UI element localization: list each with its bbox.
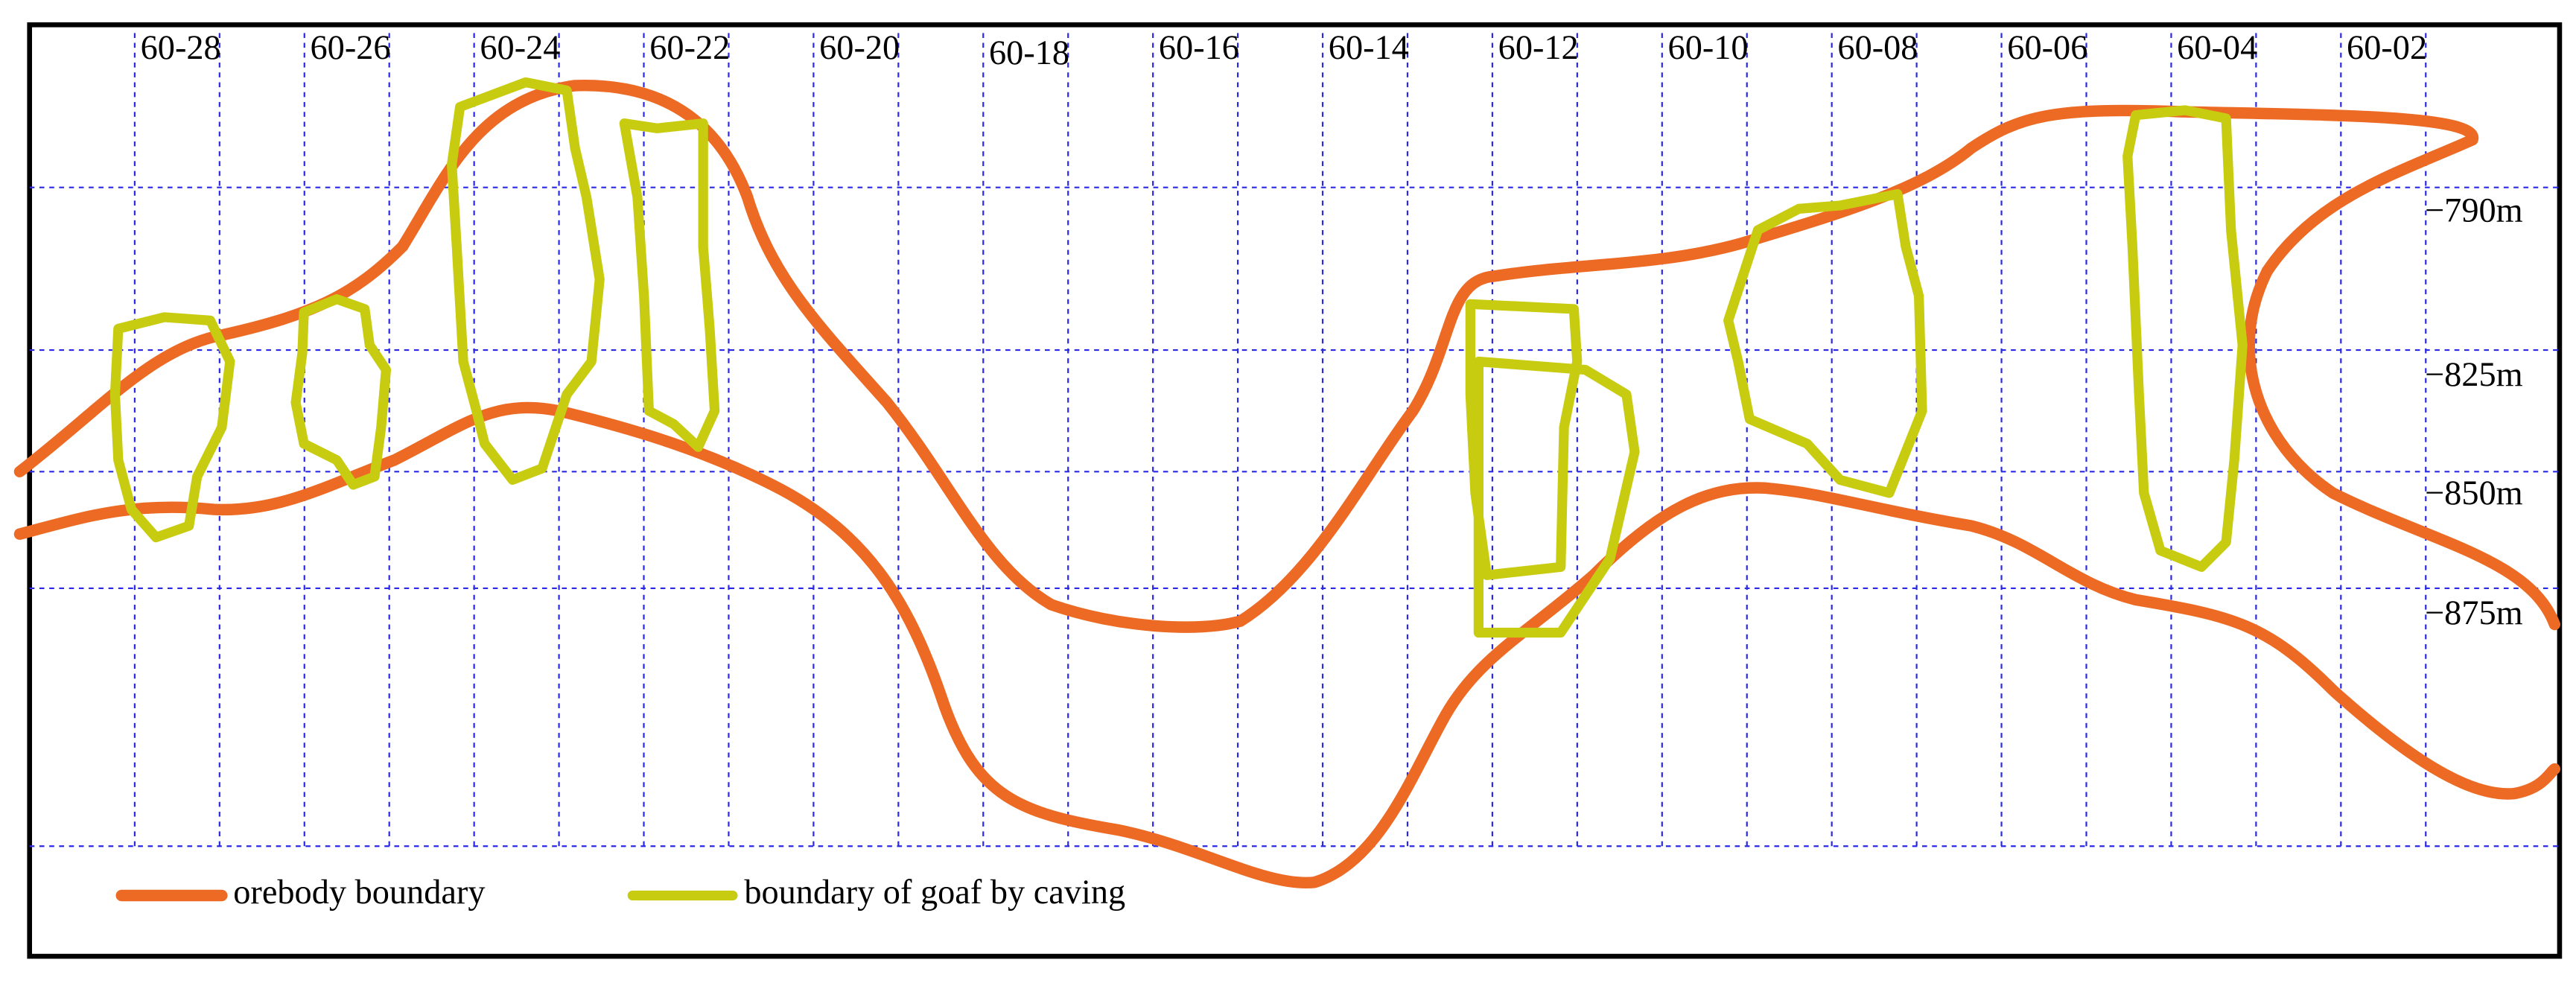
orebody-upper (13, 80, 2561, 633)
column-label: 60-26 (311, 29, 391, 67)
legend: orebody boundary boundary of goaf by cav… (115, 874, 1125, 912)
column-label: 60-24 (480, 29, 560, 67)
column-label: 60-18 (989, 34, 1069, 72)
column-label: 60-10 (1668, 29, 1749, 67)
column-label: 60-20 (819, 29, 900, 67)
level-label: −850m (2425, 474, 2523, 512)
frame (27, 22, 2563, 959)
column-label: 60-08 (1837, 29, 1918, 67)
level-label: −825m (2425, 356, 2523, 394)
goaf-outline (1723, 188, 1927, 498)
column-label: 60-06 (2007, 29, 2087, 67)
level-label: −790m (2425, 192, 2523, 230)
column-label: 60-02 (2347, 29, 2427, 67)
level-label: −875m (2425, 594, 2523, 632)
goaf-outline (1473, 356, 1640, 638)
goaf-outline (1465, 299, 1583, 580)
column-label: 60-16 (1159, 29, 1239, 67)
labels: 60-28 60-26 60-24 60-22 60-20 60-18 60-16 60-14… (141, 29, 2523, 632)
column-label: 60-12 (1498, 29, 1579, 67)
column-label: 60-22 (649, 29, 730, 67)
goaf-boundaries (109, 77, 2248, 638)
goaf-outline (290, 294, 392, 490)
column-label: 60-14 (1329, 29, 1409, 67)
legend-label: boundary of goaf by caving (744, 874, 1125, 912)
column-label: 60-28 (141, 29, 221, 67)
column-label: 60-04 (2177, 29, 2257, 67)
goaf-outline (109, 312, 235, 543)
goaf-outline (619, 118, 720, 452)
goaf-outline (2122, 105, 2248, 572)
legend-label: orebody boundary (233, 874, 485, 912)
goaf-outline (447, 77, 605, 485)
